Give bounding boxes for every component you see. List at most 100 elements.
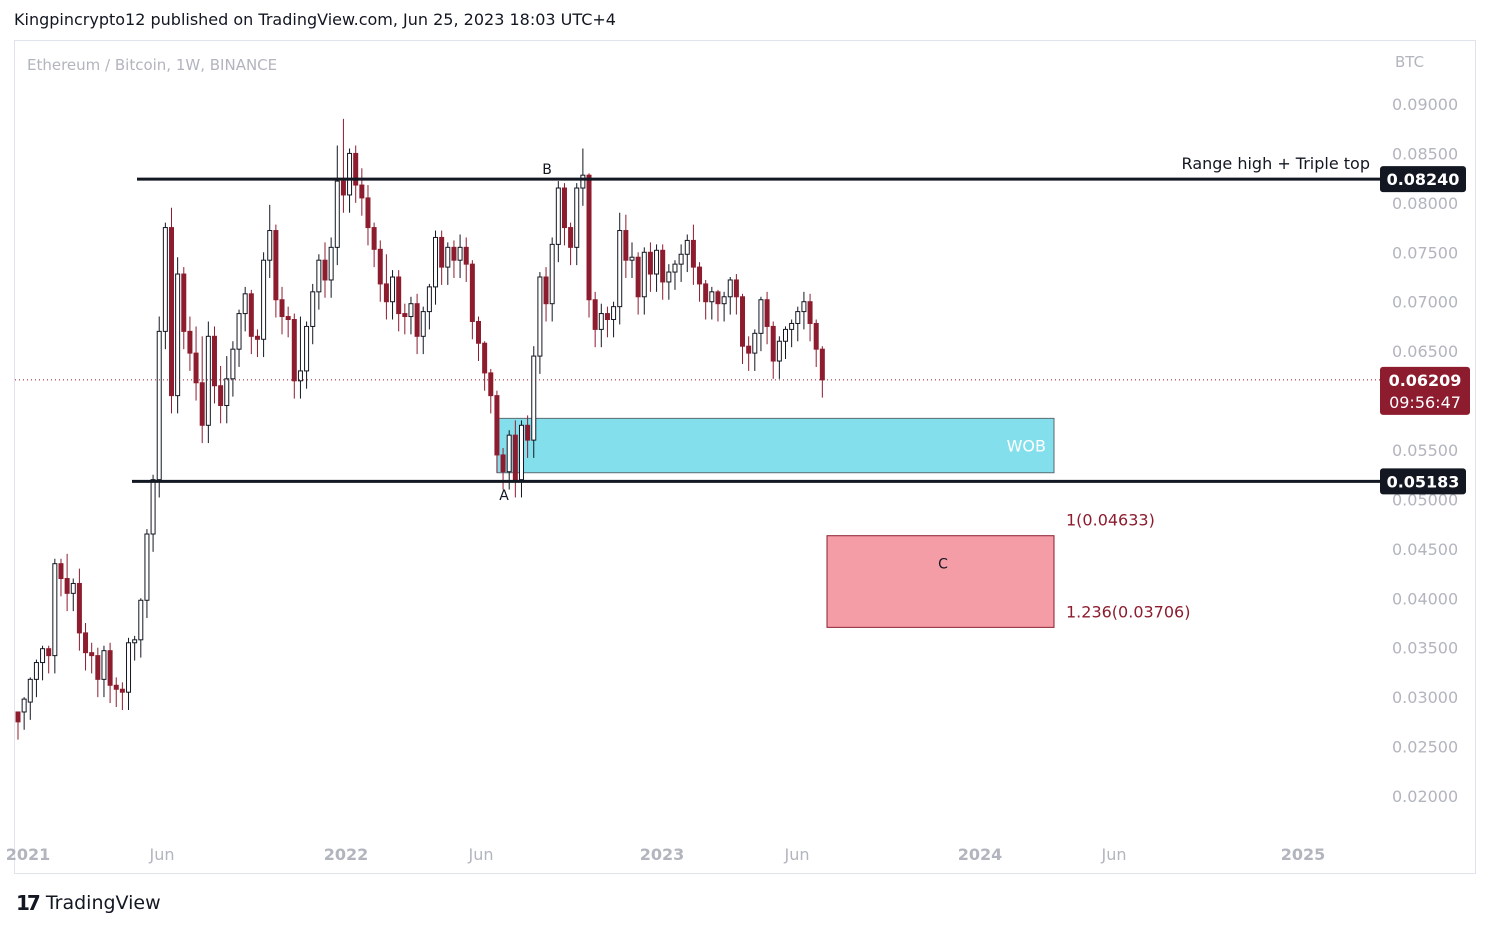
candle[interactable] xyxy=(604,306,610,338)
candle[interactable] xyxy=(383,254,389,320)
candle[interactable] xyxy=(279,286,285,335)
candle[interactable] xyxy=(334,145,340,266)
candle[interactable] xyxy=(617,212,623,325)
candle[interactable] xyxy=(119,682,125,710)
candle[interactable] xyxy=(813,319,819,367)
candle[interactable] xyxy=(359,168,365,216)
candle[interactable] xyxy=(469,260,475,340)
candle[interactable] xyxy=(52,558,58,674)
candle[interactable] xyxy=(138,598,144,658)
candle[interactable] xyxy=(543,267,549,322)
candle[interactable] xyxy=(169,207,174,414)
footer-brand[interactable]: 17 TradingView xyxy=(16,891,161,915)
candle[interactable] xyxy=(40,645,46,681)
candle[interactable] xyxy=(807,293,813,342)
candle[interactable] xyxy=(205,321,211,444)
candle[interactable] xyxy=(789,319,795,348)
candle[interactable] xyxy=(162,222,168,350)
candle[interactable] xyxy=(494,390,500,473)
candle[interactable] xyxy=(697,262,703,302)
candle[interactable] xyxy=(721,291,727,322)
candle[interactable] xyxy=(482,341,488,391)
candle[interactable] xyxy=(199,336,205,444)
candle[interactable] xyxy=(150,474,156,552)
candle[interactable] xyxy=(371,222,377,268)
candle[interactable] xyxy=(549,237,555,322)
candle[interactable] xyxy=(684,234,690,273)
candle[interactable] xyxy=(457,234,463,278)
candle[interactable] xyxy=(654,244,660,292)
candle[interactable] xyxy=(291,313,297,399)
candle[interactable] xyxy=(285,306,291,338)
candle[interactable] xyxy=(261,252,267,358)
candle[interactable] xyxy=(365,185,371,246)
candle[interactable] xyxy=(819,346,825,398)
candle[interactable] xyxy=(33,659,39,698)
candle[interactable] xyxy=(666,264,672,300)
candle[interactable] xyxy=(267,204,273,278)
candle[interactable] xyxy=(396,270,402,332)
candle[interactable] xyxy=(310,283,316,345)
candle[interactable] xyxy=(574,183,580,266)
candle[interactable] xyxy=(248,289,254,355)
candle[interactable] xyxy=(224,356,230,424)
candle[interactable] xyxy=(568,222,574,266)
candle[interactable] xyxy=(752,329,758,371)
candle[interactable] xyxy=(433,230,439,305)
candle[interactable] xyxy=(340,118,346,213)
candle[interactable] xyxy=(512,420,518,498)
candle[interactable] xyxy=(316,254,322,310)
candle[interactable] xyxy=(537,272,543,374)
candle[interactable] xyxy=(672,260,678,290)
candle[interactable] xyxy=(236,309,242,367)
candle[interactable] xyxy=(211,326,217,404)
candle[interactable] xyxy=(156,316,162,498)
candle[interactable] xyxy=(273,224,279,318)
candle[interactable] xyxy=(525,415,531,458)
candle[interactable] xyxy=(27,677,33,720)
candle[interactable] xyxy=(709,286,715,320)
candle[interactable] xyxy=(690,224,696,285)
candle[interactable] xyxy=(439,230,445,285)
candle[interactable] xyxy=(187,316,193,371)
candle[interactable] xyxy=(586,173,592,318)
candle[interactable] xyxy=(414,293,420,355)
candle[interactable] xyxy=(555,181,561,263)
target-zone-c[interactable] xyxy=(826,535,1055,628)
candle[interactable] xyxy=(518,420,524,498)
candle[interactable] xyxy=(561,183,567,246)
candle[interactable] xyxy=(463,237,469,282)
candle[interactable] xyxy=(126,637,132,710)
candle[interactable] xyxy=(746,336,752,371)
candle[interactable] xyxy=(254,329,260,358)
candle[interactable] xyxy=(740,293,746,364)
candle[interactable] xyxy=(592,291,598,348)
candle[interactable] xyxy=(101,645,107,698)
candle[interactable] xyxy=(783,326,788,360)
candle[interactable] xyxy=(181,267,187,350)
candle[interactable] xyxy=(328,237,334,298)
candle[interactable] xyxy=(488,368,494,414)
candle[interactable] xyxy=(715,289,721,322)
candle[interactable] xyxy=(758,296,764,352)
candle[interactable] xyxy=(733,274,739,315)
candle[interactable] xyxy=(353,145,359,203)
candle[interactable] xyxy=(476,316,481,362)
candle[interactable] xyxy=(95,647,101,698)
candle[interactable] xyxy=(76,568,82,651)
candle[interactable] xyxy=(678,244,684,282)
candle[interactable] xyxy=(764,291,770,345)
candle[interactable] xyxy=(506,430,512,490)
candle[interactable] xyxy=(242,286,248,332)
candle[interactable] xyxy=(175,257,181,414)
candle[interactable] xyxy=(193,326,199,401)
candle[interactable] xyxy=(113,677,119,708)
candle[interactable] xyxy=(46,645,52,674)
candle[interactable] xyxy=(451,240,457,278)
candle[interactable] xyxy=(58,558,64,597)
candle[interactable] xyxy=(445,242,451,285)
candle[interactable] xyxy=(218,365,224,424)
candle[interactable] xyxy=(426,283,432,330)
candle[interactable] xyxy=(420,306,426,355)
